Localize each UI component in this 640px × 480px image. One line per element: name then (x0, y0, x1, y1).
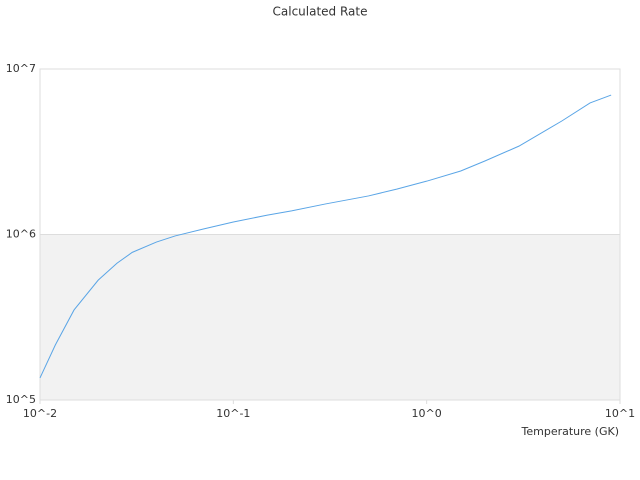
x-tick-label: 10^-1 (216, 407, 250, 420)
y-tick-label: 10^7 (6, 62, 36, 75)
x-axis-title: Temperature (GK) (521, 425, 620, 438)
line (39, 94, 612, 379)
y-tick-label: 10^6 (6, 228, 36, 241)
y-tick-label: 10^5 (6, 393, 36, 406)
x-tick-label: 10^-2 (23, 407, 57, 420)
x-tick-label: 10^1 (605, 407, 635, 420)
grid-band (40, 234, 620, 400)
x-tick-label: 10^0 (412, 407, 442, 420)
chart-title: Calculated Rate (273, 5, 368, 19)
